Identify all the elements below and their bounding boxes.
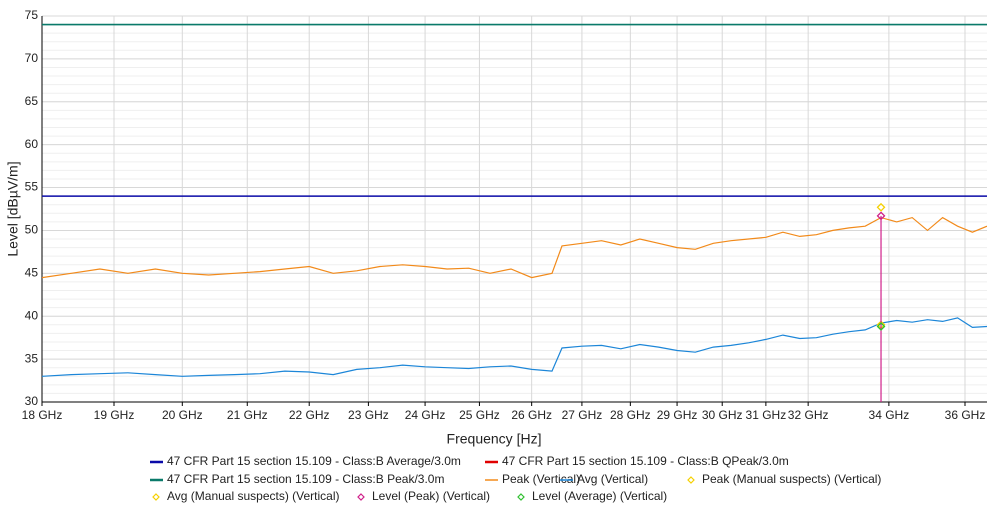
- legend-label: 47 CFR Part 15 section 15.109 - Class:B …: [167, 472, 444, 486]
- y-tick-label: 40: [25, 308, 39, 322]
- y-tick-label: 55: [25, 180, 39, 194]
- x-tick-label: 24 GHz: [405, 408, 446, 422]
- x-tick-label: 36 GHz: [945, 408, 986, 422]
- legend-swatch: [517, 493, 525, 501]
- x-tick-label: 29 GHz: [657, 408, 698, 422]
- trace-line: [41, 317, 987, 377]
- legend-label: Level (Peak) (Vertical): [372, 489, 490, 503]
- y-tick-label: 70: [25, 51, 39, 65]
- legend-swatch: [687, 476, 695, 484]
- x-tick-label: 28 GHz: [610, 408, 651, 422]
- x-tick-label: 30 GHz: [702, 408, 743, 422]
- marker: [876, 211, 886, 221]
- x-tick-label: 27 GHz: [562, 408, 603, 422]
- y-tick-label: 45: [25, 266, 39, 280]
- legend-label: Peak (Manual suspects) (Vertical): [702, 472, 881, 486]
- marker: [876, 322, 886, 331]
- y-tick-label: 75: [25, 8, 39, 22]
- legend-label: 47 CFR Part 15 section 15.109 - Class:B …: [502, 454, 789, 468]
- x-tick-label: 25 GHz: [459, 408, 500, 422]
- trace-line: [41, 216, 987, 279]
- x-tick-label: 32 GHz: [788, 408, 829, 422]
- y-axis-title: Level [dBµV/m]: [5, 161, 21, 256]
- y-tick-label: 65: [25, 94, 39, 108]
- x-tick-label: 31 GHz: [746, 408, 787, 422]
- x-tick-label: 18 GHz: [22, 408, 63, 422]
- x-tick-label: 21 GHz: [227, 408, 268, 422]
- x-tick-label: 26 GHz: [511, 408, 552, 422]
- y-tick-label: 50: [25, 223, 39, 237]
- x-tick-label: 23 GHz: [348, 408, 389, 422]
- x-tick-label: 22 GHz: [289, 408, 330, 422]
- marker: [876, 202, 886, 212]
- legend-swatch: [152, 493, 160, 501]
- y-tick-label: 30: [25, 394, 39, 408]
- y-tick-label: 35: [25, 351, 39, 365]
- legend-label: Peak (Vertical): [502, 472, 580, 486]
- legend-swatch: [357, 493, 365, 501]
- x-tick-label: 20 GHz: [162, 408, 203, 422]
- legend-label: 47 CFR Part 15 section 15.109 - Class:B …: [167, 454, 461, 468]
- y-tick-label: 60: [25, 137, 39, 151]
- x-axis-title: Frequency [Hz]: [447, 431, 542, 447]
- legend-label: Level (Average) (Vertical): [532, 489, 667, 503]
- legend-label: Avg (Vertical): [577, 472, 648, 486]
- legend-label: Avg (Manual suspects) (Vertical): [167, 489, 340, 503]
- x-tick-label: 19 GHz: [94, 408, 135, 422]
- x-tick-label: 34 GHz: [869, 408, 910, 422]
